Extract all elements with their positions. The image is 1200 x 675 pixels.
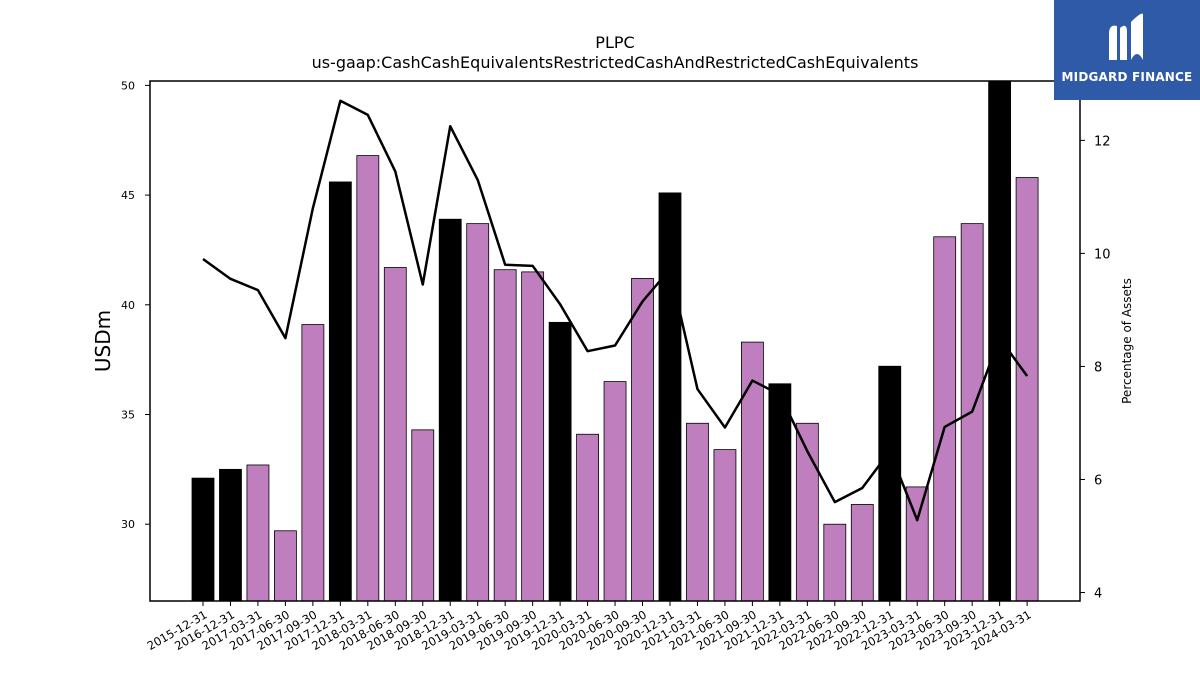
- bar-2016-12-31: [219, 468, 242, 602]
- y2-tick-label: 6: [1094, 473, 1102, 488]
- bar-2017-06-30: [274, 530, 297, 602]
- y2-tick-label: 4: [1094, 587, 1102, 602]
- bar-2022-12-31: [878, 365, 902, 602]
- y-tick-label: 50: [121, 79, 135, 92]
- midgard-logo: MIDGARD FINANCE: [1054, 0, 1200, 100]
- bar-2021-06-30: [713, 449, 737, 602]
- bar-2021-03-31: [686, 422, 709, 602]
- bar-2019-03-31: [466, 223, 490, 602]
- bar-2022-06-30: [823, 523, 847, 602]
- bar-2019-06-30: [493, 269, 517, 602]
- logo-text: MIDGARD FINANCE: [1061, 70, 1193, 84]
- bar-2020-06-30: [603, 381, 627, 602]
- y-tick-label: 35: [121, 409, 135, 422]
- bar-2024-03-31: [1015, 177, 1039, 602]
- bar-2017-09-30: [301, 324, 325, 602]
- y2-axis-label: Percentage of Assets: [1120, 278, 1134, 404]
- bar-2018-03-31: [356, 155, 380, 602]
- y2-tick-label: 8: [1094, 360, 1102, 375]
- bar-2021-12-31: [768, 383, 792, 602]
- bar-2017-12-31: [328, 181, 352, 602]
- line-group: [202, 99, 1029, 522]
- bar-2023-06-30: [933, 236, 957, 602]
- y-tick-label: 40: [121, 299, 135, 312]
- y2-ticks-group: 4 6 8 10 12: [1080, 134, 1111, 602]
- bar-2019-12-31: [548, 321, 572, 602]
- bar-2020-03-31: [576, 433, 599, 602]
- bar-2015-12-31: [191, 477, 215, 602]
- bar-2019-09-30: [521, 271, 545, 602]
- chart-subtitle: us-gaap:CashCashEquivalentsRestrictedCas…: [312, 53, 919, 72]
- bars-group: [191, 80, 1039, 602]
- line-percentage-of-assets: [202, 99, 1029, 522]
- y-tick-label: 30: [121, 518, 135, 531]
- bar-2022-09-30: [850, 504, 874, 602]
- y-tick-label: 45: [121, 189, 135, 202]
- bar-2020-12-31: [658, 192, 682, 602]
- x-ticks-group: 2015-12-312016-12-312017-03-312017-06-30…: [145, 601, 1034, 653]
- bar-2020-09-30: [631, 278, 654, 602]
- bar-2017-03-31: [246, 464, 270, 602]
- y-ticks-group: 30 35 40 45 50: [121, 79, 150, 531]
- chart-title: PLPC: [595, 33, 634, 52]
- y-axis-label: USDm: [91, 310, 115, 372]
- y2-tick-label: 12: [1094, 134, 1111, 149]
- y2-tick-label: 10: [1094, 247, 1111, 262]
- bar-2018-12-31: [438, 218, 462, 602]
- midgard-logo-icon: [1109, 13, 1143, 60]
- bar-2018-06-30: [383, 267, 407, 602]
- bar-2018-09-30: [411, 429, 435, 602]
